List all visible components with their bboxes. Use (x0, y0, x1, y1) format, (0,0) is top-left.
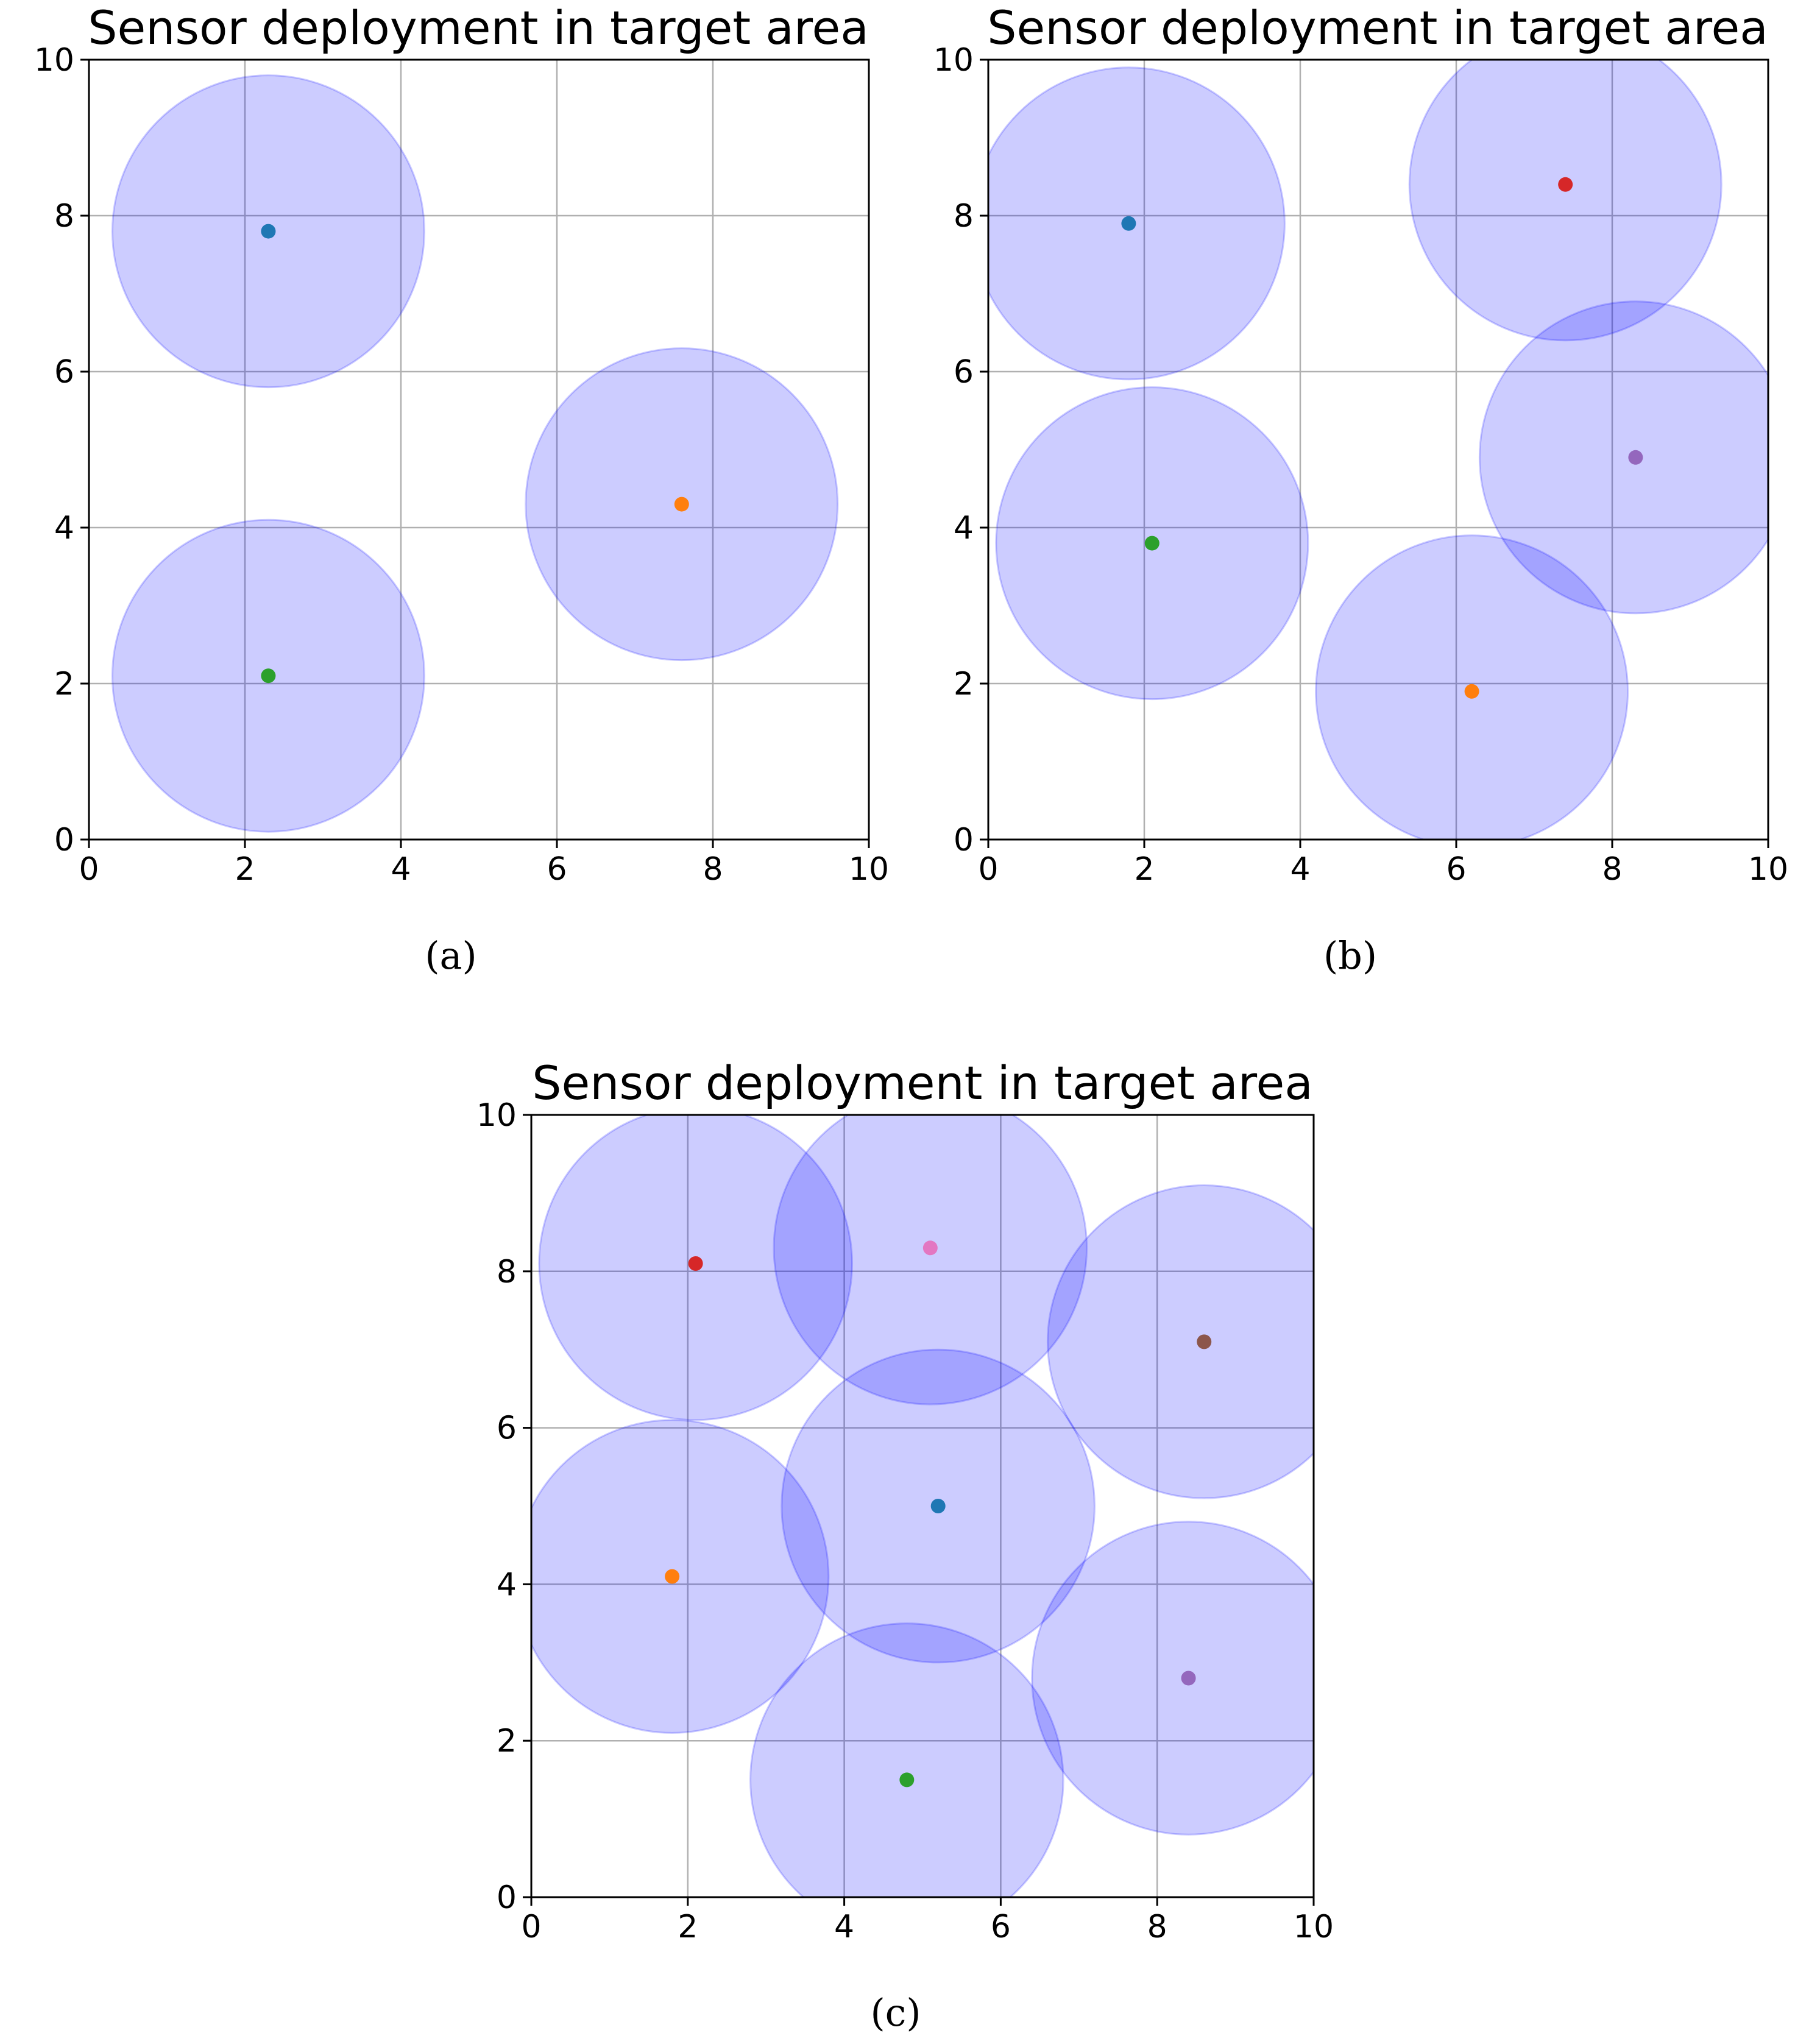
coverage-circle-2 (749, 1622, 1064, 1897)
x-tick-label-2: 4 (391, 851, 411, 888)
y-tick-label-2: 4 (497, 1566, 517, 1603)
sensor-point-1 (1464, 684, 1479, 699)
y-tick-label-0: 0 (954, 822, 974, 858)
x-tick-label-2: 4 (834, 1909, 854, 1945)
y-tick-label-1: 2 (954, 666, 974, 702)
x-tick-label-1: 2 (235, 851, 255, 888)
coverage-circle-4 (1478, 300, 1768, 615)
caption-c: (c) (870, 1990, 921, 2035)
y-tick-label-3: 6 (954, 354, 974, 391)
sensor-point-0 (930, 1499, 946, 1513)
y-tick-label-3: 6 (54, 354, 74, 391)
sensor-point-5 (1197, 1334, 1212, 1349)
x-tick-label-3: 6 (1446, 851, 1466, 888)
coverage-circle-5 (1047, 1184, 1314, 1499)
sensor-point-2 (1144, 536, 1159, 551)
y-tick-label-1: 2 (54, 666, 74, 702)
y-tick-label-5: 10 (476, 1097, 517, 1134)
y-tick-label-5: 10 (34, 42, 74, 79)
sensor-point-1 (674, 497, 689, 512)
caption-a: (a) (425, 933, 476, 978)
x-tick-label-3: 6 (991, 1909, 1011, 1945)
y-tick-label-5: 10 (933, 42, 974, 79)
sensor-point-6 (922, 1240, 938, 1256)
x-tick-label-4: 8 (1147, 1909, 1167, 1945)
x-tick-label-3: 6 (547, 851, 567, 888)
sensor-point-4 (1181, 1671, 1196, 1686)
axes-frame (530, 1114, 1315, 1898)
sensor-point-4 (1628, 450, 1643, 465)
caption-b: (b) (1323, 933, 1377, 978)
y-tick-label-0: 0 (54, 822, 74, 858)
x-tick-label-0: 0 (978, 851, 998, 888)
panel-b: Sensor deployment in target area 0 2 4 6 8 10… (933, 1, 1788, 978)
x-tick-label-4: 8 (703, 851, 723, 888)
plot-area-b: 0 2 4 6 8 10 0 2 4 6 8 10 (933, 42, 1788, 888)
sensor-point-0 (261, 224, 276, 239)
coverage-circle-0 (988, 66, 1286, 381)
x-tick-label-0: 0 (79, 851, 99, 888)
x-tick-label-1: 2 (678, 1909, 698, 1945)
y-tick-label-1: 2 (497, 1723, 517, 1759)
axes-frame (987, 58, 1769, 841)
sensor-point-3 (688, 1256, 703, 1271)
y-tick-label-4: 8 (497, 1254, 517, 1290)
plot-area-a: 0 2 4 6 8 10 0 2 4 6 8 10 (34, 42, 889, 888)
sensor-point-2 (899, 1772, 915, 1788)
y-tick-label-0: 0 (497, 1880, 517, 1916)
coverage-circle-4 (1031, 1521, 1314, 1836)
x-tick-label-5: 10 (849, 851, 889, 888)
sensor-point-0 (1121, 216, 1136, 231)
y-tick-label-3: 6 (497, 1410, 517, 1447)
chart-title-c: Sensor deployment in target area (532, 1056, 1313, 1110)
x-tick-label-2: 4 (1290, 851, 1310, 888)
x-tick-label-5: 10 (1748, 851, 1788, 888)
panel-a: Sensor deployment in target area 0 2 4 6 8 10… (34, 1, 889, 978)
plot-area-c: 0 2 4 6 8 10 0 2 4 6 8 10 (476, 1097, 1334, 1945)
chart-title-a: Sensor deployment in target area (88, 1, 869, 55)
sensor-point-1 (665, 1569, 680, 1584)
sensor-point-3 (1558, 177, 1573, 192)
x-tick-label-4: 8 (1602, 851, 1622, 888)
x-tick-label-0: 0 (521, 1909, 541, 1945)
panel-c: Sensor deployment in target area 0 2 4 6 8 10… (476, 1056, 1334, 2035)
y-tick-label-4: 8 (954, 198, 974, 235)
coverage-circle-6 (773, 1115, 1088, 1406)
x-tick-label-5: 10 (1294, 1909, 1334, 1945)
chart-title-b: Sensor deployment in target area (987, 1, 1768, 55)
y-tick-label-2: 4 (54, 510, 74, 546)
coverage-circle-1 (531, 1419, 830, 1734)
sensor-point-2 (261, 668, 276, 684)
x-tick-label-1: 2 (1134, 851, 1154, 888)
axes-frame (88, 58, 870, 841)
y-tick-label-2: 4 (954, 510, 974, 546)
y-tick-label-4: 8 (54, 198, 74, 235)
coverage-circle-3 (1408, 60, 1722, 342)
